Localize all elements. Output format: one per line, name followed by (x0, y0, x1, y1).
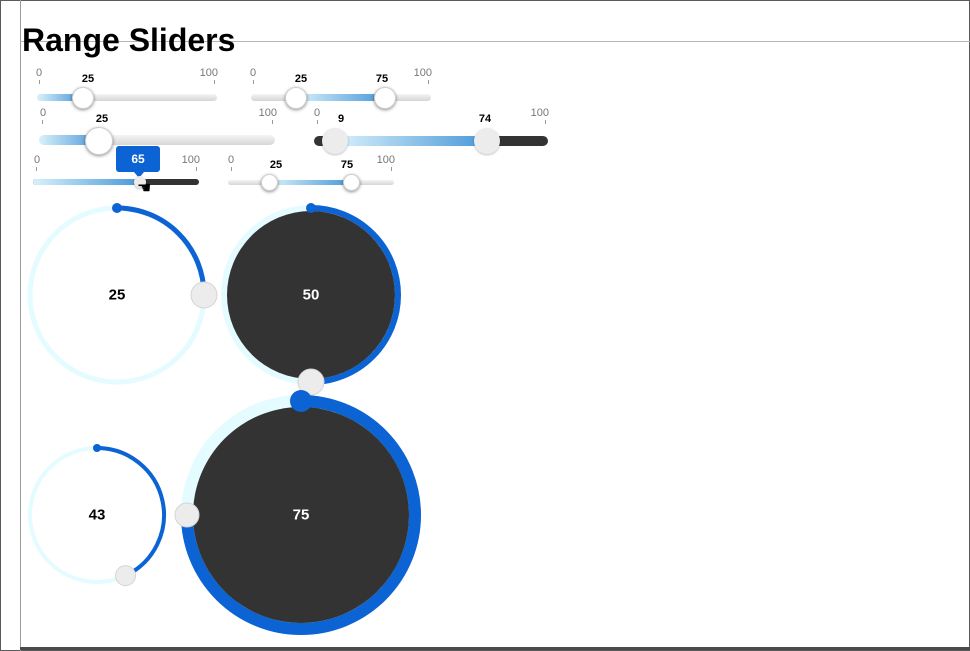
slider-high-label: 75 (375, 73, 389, 85)
range-slider-2[interactable]: 0 100 25 75 (250, 66, 432, 110)
round-slider-handle[interactable] (115, 565, 137, 587)
round-slider-2[interactable] (221, 203, 401, 396)
round-slider-handle[interactable] (190, 281, 218, 309)
slider-low-handle[interactable] (285, 87, 307, 109)
slider-low-label: 25 (294, 73, 308, 85)
range-slider-4[interactable]: 0 100 9 74 (314, 106, 549, 156)
slider-track[interactable] (37, 94, 217, 101)
round-slider-progress-arc (116, 205, 207, 296)
slider-min-tick (39, 80, 40, 84)
slider-min-label: 0 (36, 67, 43, 79)
slider-min-label: 0 (228, 154, 235, 166)
slider-fill (295, 94, 385, 101)
round-slider-handle[interactable] (297, 368, 325, 396)
slider-value-label: 25 (81, 73, 95, 85)
round-slider-progress-arc (310, 205, 401, 385)
slider-high-label: 74 (478, 113, 492, 125)
slider-max-label: 100 (413, 67, 432, 79)
round-slider-4-value: 75 (292, 506, 310, 524)
slider-min-tick (36, 167, 37, 171)
slider-min-tick (231, 167, 232, 171)
hand-cursor-icon: ☚ (137, 180, 152, 197)
page-title: Range Sliders (22, 22, 236, 58)
title-divider (20, 41, 970, 42)
slider-low-handle[interactable] (322, 128, 348, 154)
slider-fill (33, 179, 139, 185)
slider-min-tick (253, 80, 254, 84)
round-slider-start-dot (290, 390, 312, 412)
slider-min-label: 0 (314, 107, 321, 119)
round-slider-start-dot (93, 444, 101, 452)
round-slider-inner-disc (193, 407, 409, 623)
round-slider-1[interactable] (27, 203, 218, 385)
slider-high-handle[interactable] (474, 128, 500, 154)
round-slider-handle[interactable] (174, 502, 200, 528)
bottom-border (20, 647, 970, 650)
round-slider-2-value: 50 (302, 286, 320, 304)
slider-low-handle[interactable] (261, 174, 278, 191)
slider-min-label: 0 (34, 154, 41, 166)
round-slider-4[interactable] (174, 390, 421, 635)
slider-fill (335, 136, 487, 146)
round-slider-progress-arc (181, 395, 421, 635)
slider-max-label: 100 (258, 107, 277, 119)
slider-low-label: 9 (337, 113, 345, 125)
slider-value-tooltip: 65 (116, 146, 160, 178)
slider-max-label: 100 (181, 154, 200, 166)
slider-max-label: 100 (199, 67, 218, 79)
slider-fill (39, 135, 99, 145)
round-slider-3-value: 43 (88, 506, 106, 524)
round-slider-3[interactable] (28, 444, 166, 587)
slider-max-tick (196, 167, 197, 171)
slider-max-label: 100 (530, 107, 549, 119)
slider-high-handle[interactable] (343, 174, 360, 191)
slider-fill (269, 180, 351, 185)
slider-min-tick (317, 120, 318, 124)
round-slider-start-dot (112, 203, 122, 213)
slider-high-label: 75 (340, 159, 354, 171)
slider-handle[interactable] (85, 127, 113, 155)
left-border (20, 0, 21, 651)
slider-max-tick (545, 120, 546, 124)
range-slider-1[interactable]: 0 100 25 (36, 66, 218, 110)
round-slider-inner-disc (227, 211, 395, 379)
slider-track[interactable] (39, 135, 275, 145)
round-slider-start-dot (306, 203, 316, 213)
range-slider-3[interactable]: 0 100 25 (39, 106, 277, 156)
slider-max-tick (272, 120, 273, 124)
slider-handle[interactable] (134, 176, 146, 188)
range-slider-5[interactable]: 0 100 65 ☚ (33, 146, 200, 197)
slider-high-handle[interactable] (374, 87, 396, 109)
slider-fill (37, 94, 82, 101)
round-slider-progress-arc (96, 446, 166, 578)
slider-min-tick (42, 120, 43, 124)
slider-min-label: 0 (250, 67, 257, 79)
range-slider-6[interactable]: 0 100 25 75 (228, 153, 395, 193)
slider-min-label: 0 (40, 107, 47, 119)
slider-value-label: 25 (95, 113, 109, 125)
slider-max-tick (214, 80, 215, 84)
slider-max-tick (391, 167, 392, 171)
slider-low-label: 25 (269, 159, 283, 171)
slider-max-label: 100 (376, 154, 395, 166)
round-slider-1-value: 25 (108, 286, 126, 304)
slider-max-tick (428, 80, 429, 84)
slider-handle[interactable] (72, 87, 94, 109)
